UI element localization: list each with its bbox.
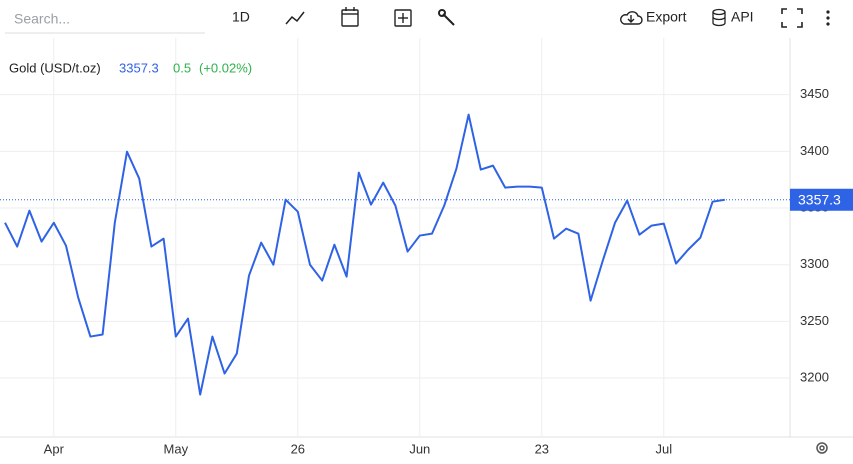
search-box[interactable]: Search... (14, 11, 70, 27)
legend-change: 0.5 (173, 60, 191, 75)
add-indicator-icon[interactable] (394, 9, 412, 27)
y-tick-label: 3400 (800, 143, 829, 158)
x-tick-label: Jun (409, 441, 430, 456)
y-tick-label: 3250 (800, 313, 829, 328)
x-tick-label: 23 (535, 441, 549, 456)
legend-title: Gold (USD/t.oz) (9, 60, 101, 75)
calendar-icon[interactable] (341, 7, 359, 27)
export-icon[interactable] (620, 11, 643, 25)
last-price-tag (790, 188, 853, 211)
export-button[interactable]: Export (646, 9, 687, 25)
api-icon[interactable] (712, 8, 726, 27)
fullscreen-icon[interactable] (781, 8, 803, 28)
interval-button[interactable]: 1D (232, 9, 250, 25)
x-tick-label: Jul (655, 441, 672, 456)
x-tick-label: Apr (44, 441, 65, 456)
price-line (4, 113, 725, 396)
y-tick-label: 3300 (800, 256, 829, 271)
line-type-icon[interactable] (285, 11, 305, 25)
legend-change-pct: (+0.02%) (199, 60, 252, 75)
api-button[interactable]: API (731, 9, 754, 25)
settings-wrench-icon[interactable] (438, 9, 455, 26)
x-tick-label: 26 (291, 441, 305, 456)
x-tick-label: May (164, 441, 189, 456)
more-icon[interactable] (826, 10, 830, 26)
legend-price: 3357.3 (119, 60, 159, 75)
axis-settings-icon[interactable] (816, 442, 828, 454)
y-tick-label: 3200 (800, 369, 829, 384)
last-price-label: 3357.3 (798, 191, 841, 207)
y-tick-label: 3450 (800, 86, 829, 101)
